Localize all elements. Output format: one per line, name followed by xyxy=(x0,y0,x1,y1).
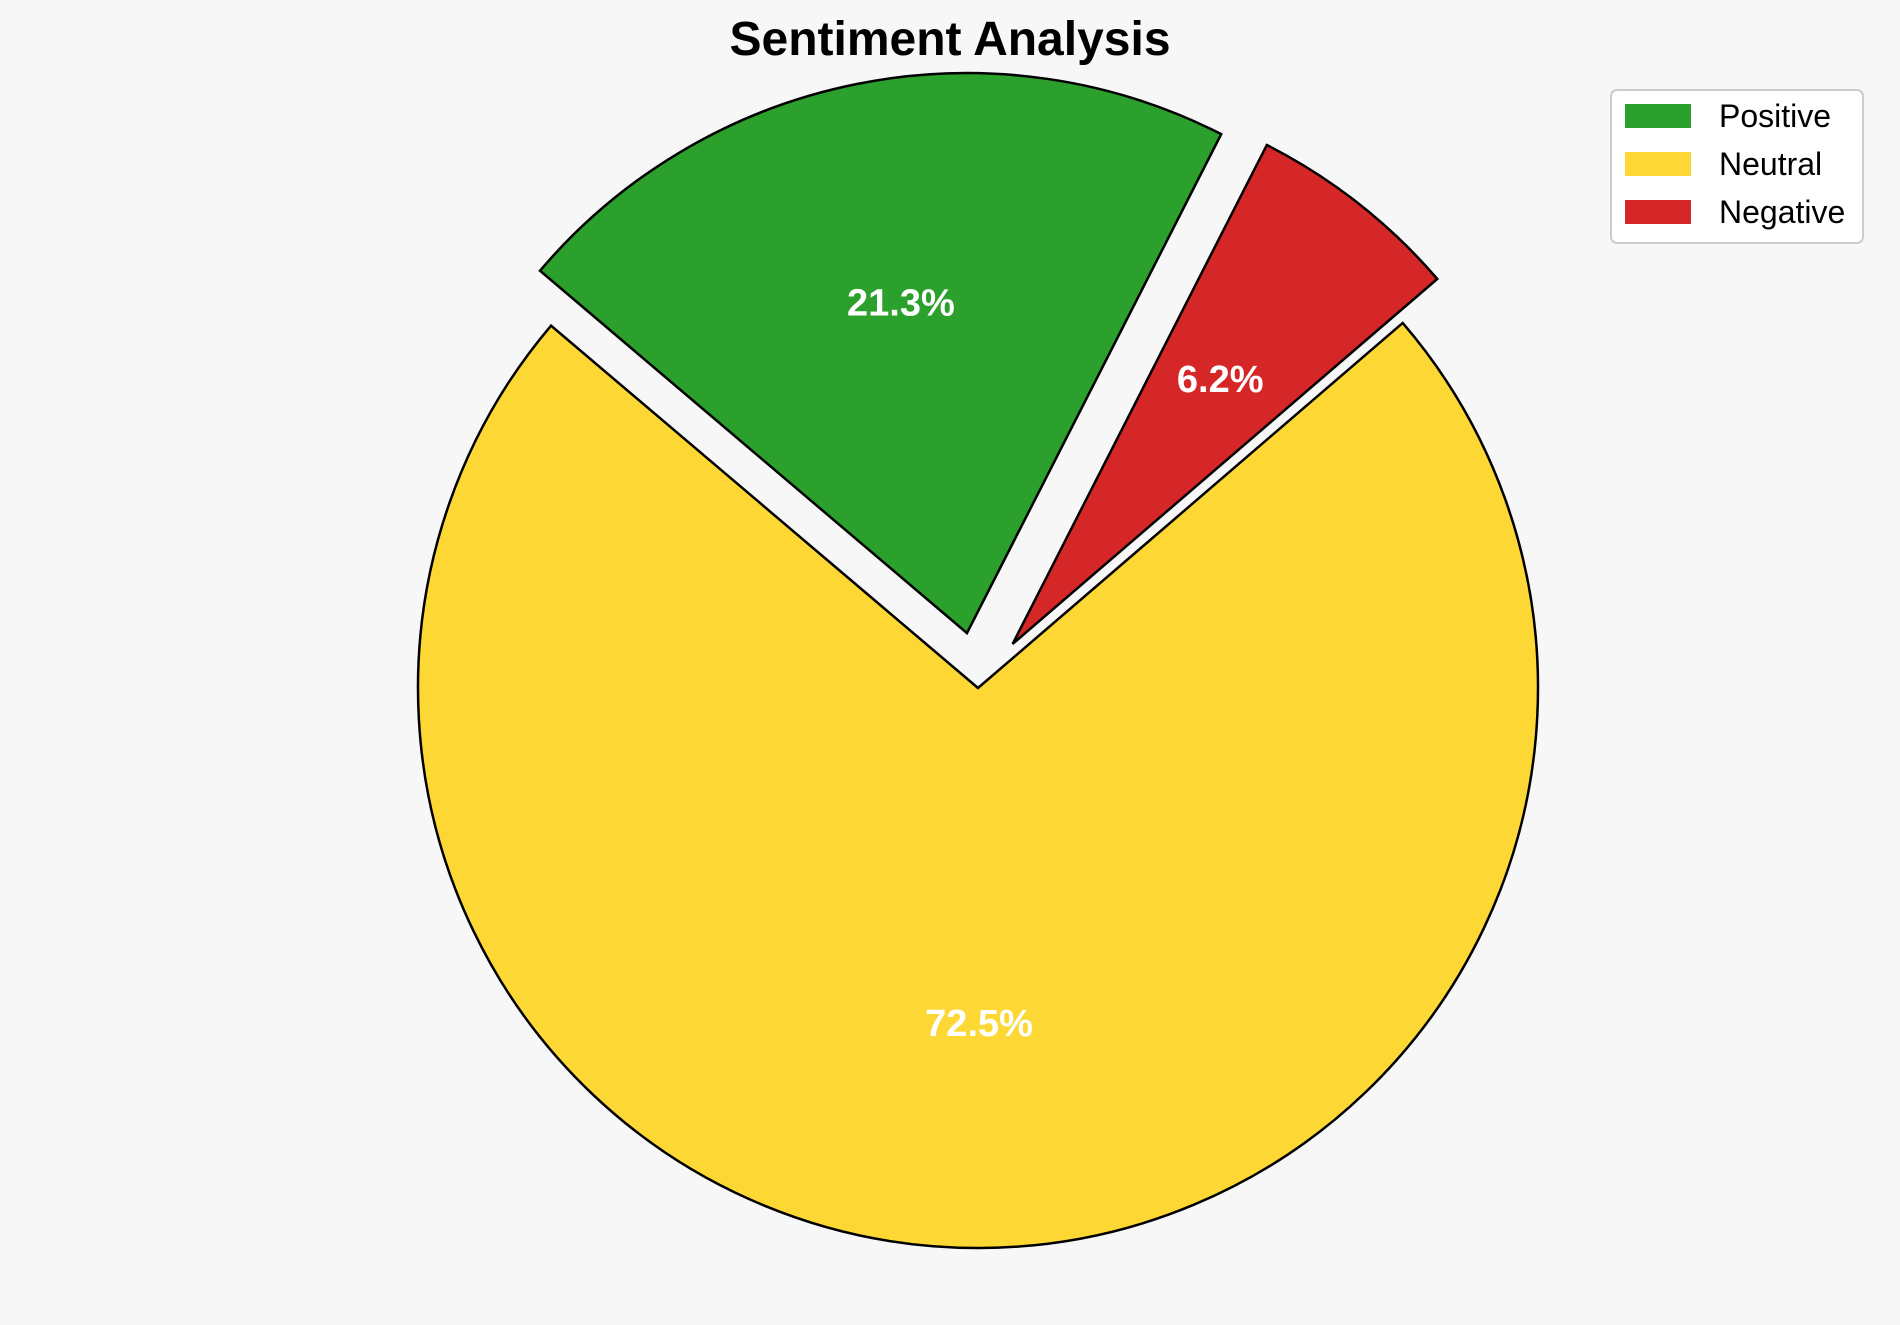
pie-slice-negative xyxy=(1011,143,1440,645)
pie-slice-positive xyxy=(538,71,1223,636)
legend-swatch-positive xyxy=(1625,104,1691,128)
legend-label-positive: Positive xyxy=(1719,98,1831,134)
slice-label-neutral: 72.5% xyxy=(925,1003,1033,1045)
slice-label-negative: 6.2% xyxy=(1177,359,1264,401)
pie-slices xyxy=(416,71,1540,1250)
chart-title: Sentiment Analysis xyxy=(729,13,1170,66)
legend-swatch-neutral xyxy=(1625,152,1691,176)
legend-label-negative: Negative xyxy=(1719,194,1845,230)
chart-legend: Positive Neutral Negative xyxy=(1610,89,1864,244)
slice-labels: 21.3% 72.5% 6.2% xyxy=(847,283,1263,1045)
pie-slice-neutral xyxy=(416,321,1540,1250)
legend-swatch-negative xyxy=(1625,200,1691,224)
slice-label-positive: 21.3% xyxy=(847,283,955,325)
legend-label-neutral: Neutral xyxy=(1719,146,1822,182)
